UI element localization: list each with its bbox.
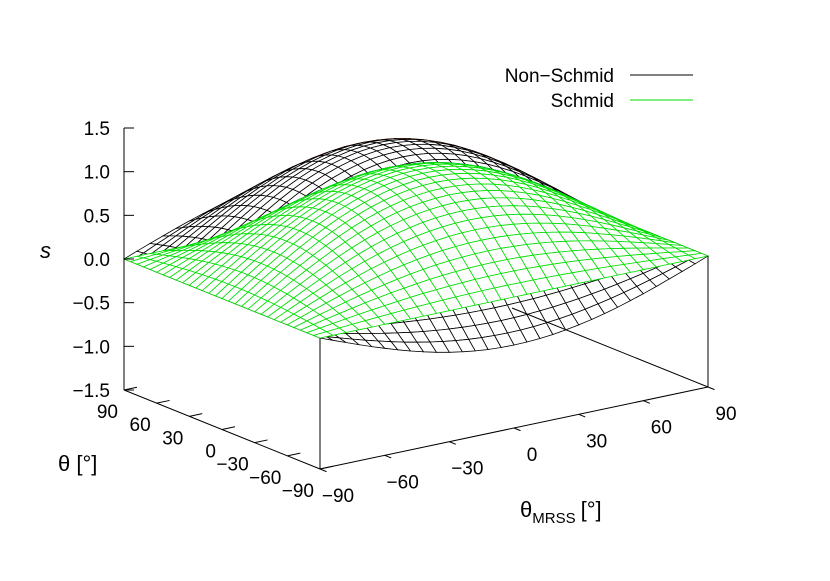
x-tick bbox=[643, 400, 651, 404]
y-tick-label: 30 bbox=[162, 428, 183, 449]
z-tick-label: 0.5 bbox=[84, 206, 110, 227]
surface-meshes bbox=[122, 138, 710, 353]
x-axis-title-unit: [°] bbox=[581, 497, 602, 522]
x-tick-label: 60 bbox=[651, 418, 672, 439]
x-tick-label: 30 bbox=[586, 431, 607, 452]
y-tick-label: 90 bbox=[97, 402, 118, 423]
y-tick-label: 60 bbox=[130, 415, 151, 436]
y-tick bbox=[287, 452, 301, 457]
x-tick-label: −90 bbox=[322, 486, 354, 507]
z-tick-label: 1.5 bbox=[84, 119, 110, 140]
y-tick bbox=[254, 439, 268, 444]
x-tick bbox=[513, 427, 521, 432]
z-tick-label: 1.0 bbox=[84, 163, 110, 184]
x-axis-title: θMRSS [°] bbox=[520, 497, 602, 527]
x-tick bbox=[449, 441, 457, 445]
y-tick bbox=[156, 399, 170, 404]
z-axis-title: s bbox=[40, 238, 51, 263]
y-tick bbox=[221, 426, 236, 430]
y-tick-label: 0 bbox=[205, 442, 216, 463]
x-axis-title-main: θ bbox=[520, 497, 532, 522]
z-tick-label: 0.0 bbox=[84, 250, 110, 271]
y-tick-label: −60 bbox=[249, 468, 281, 489]
y-axis-title: θ [°] bbox=[58, 451, 97, 476]
x-tick-label: 0 bbox=[527, 445, 538, 466]
y-tick bbox=[189, 413, 203, 417]
z-tick-label: −0.5 bbox=[72, 294, 110, 315]
x-tick bbox=[707, 386, 715, 391]
x-tick-label: −60 bbox=[387, 472, 419, 493]
x-tick bbox=[578, 413, 586, 418]
y-tick bbox=[319, 465, 334, 470]
surface-schmid bbox=[122, 161, 710, 339]
y-tick bbox=[123, 386, 138, 391]
x-tick-label: 90 bbox=[715, 404, 736, 425]
x-axis-title-sub: MRSS bbox=[532, 510, 575, 527]
legend-label-non-schmid: Non−Schmid bbox=[505, 66, 614, 87]
y-tick-label: −90 bbox=[282, 481, 314, 502]
base-back-edge bbox=[511, 307, 709, 388]
legend-label-schmid: Schmid bbox=[551, 91, 614, 112]
x-tick bbox=[384, 454, 392, 459]
legend: Non−Schmid Schmid bbox=[505, 66, 693, 112]
z-tick-label: −1.5 bbox=[72, 381, 110, 402]
y-tick-label: −30 bbox=[216, 455, 248, 476]
x-tick bbox=[319, 468, 327, 473]
mesh-cell bbox=[312, 331, 335, 339]
x-tick-label: −30 bbox=[451, 459, 483, 480]
axis-ticks: −1.5−1.0−0.50.00.51.01.5−90−60−300306090… bbox=[72, 119, 736, 507]
z-tick-label: −1.0 bbox=[72, 337, 110, 358]
